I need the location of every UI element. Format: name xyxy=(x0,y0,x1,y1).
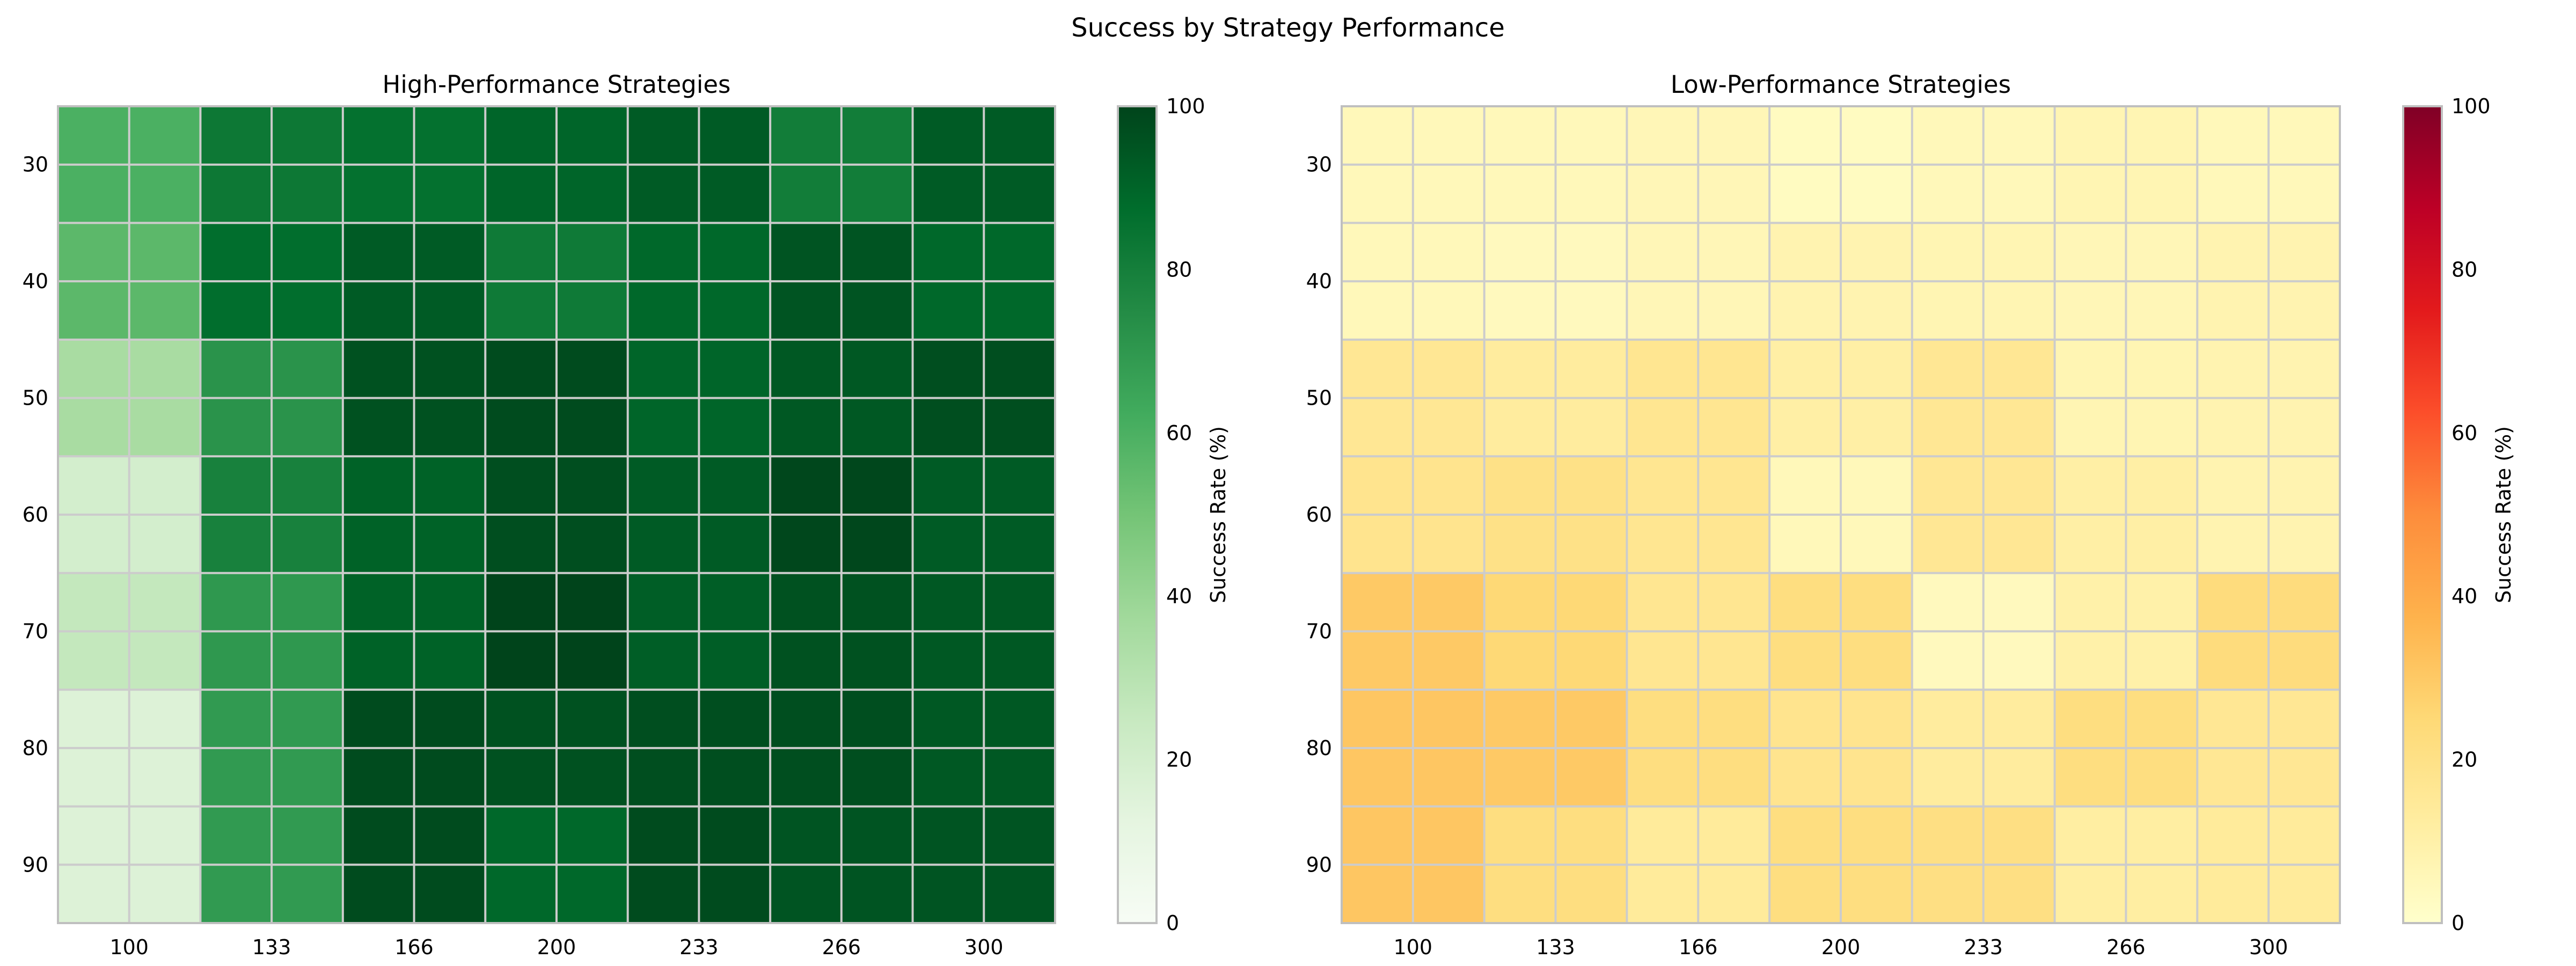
x-tick-label: 300 xyxy=(2249,935,2288,959)
x-tick-label: 233 xyxy=(679,935,719,959)
colorbar-tick-label: 100 xyxy=(2451,94,2491,118)
y-tick-label: 60 xyxy=(1306,503,1332,526)
colorbar-tick-label: 0 xyxy=(2451,911,2464,935)
y-tick-label: 50 xyxy=(1306,386,1332,410)
y-tick-label: 90 xyxy=(1306,853,1332,876)
colorbar xyxy=(1117,105,1158,924)
y-tick-label: 40 xyxy=(1306,269,1332,293)
y-tick-label: 60 xyxy=(23,503,48,526)
colorbar-tick-label: 20 xyxy=(2451,748,2477,772)
colorbar-tick-label: 20 xyxy=(1166,748,1192,772)
x-tick-label: 166 xyxy=(394,935,434,959)
colorbar-label: Success Rate (%) xyxy=(1206,426,1230,603)
y-tick-label: 50 xyxy=(23,386,48,410)
colorbar-tick-label: 60 xyxy=(1166,421,1192,445)
y-tick-label: 80 xyxy=(1306,736,1332,760)
figure-title: Success by Strategy Performance xyxy=(1071,13,1505,43)
colorbar xyxy=(2402,105,2443,924)
y-tick-label: 90 xyxy=(23,853,48,876)
colorbar-tick-label: 40 xyxy=(1166,584,1192,608)
colorbar-tick-label: 40 xyxy=(2451,584,2477,608)
x-tick-label: 200 xyxy=(1821,935,1861,959)
colorbar-tick-label: 0 xyxy=(1166,911,1179,935)
colorbar-tick-label: 100 xyxy=(1166,94,1205,118)
y-tick-label: 80 xyxy=(23,736,48,760)
x-tick-label: 233 xyxy=(1964,935,2003,959)
plot-frame xyxy=(1341,105,2341,924)
panel-title: Low-Performance Strategies xyxy=(1671,70,2011,99)
y-tick-label: 70 xyxy=(1306,619,1332,643)
colorbar-label: Success Rate (%) xyxy=(2492,426,2515,603)
grid-lines xyxy=(1342,106,2340,923)
x-tick-label: 266 xyxy=(2106,935,2146,959)
y-tick-label: 70 xyxy=(23,619,48,643)
x-tick-label: 133 xyxy=(1536,935,1575,959)
plot-frame xyxy=(57,105,1056,924)
colorbar-tick-label: 80 xyxy=(2451,258,2477,281)
y-tick-label: 30 xyxy=(23,153,48,177)
x-tick-label: 100 xyxy=(1394,935,1433,959)
x-tick-label: 200 xyxy=(537,935,576,959)
x-tick-label: 133 xyxy=(252,935,291,959)
y-tick-label: 30 xyxy=(1306,153,1332,177)
colorbar-tick-label: 80 xyxy=(1166,258,1192,281)
x-tick-label: 166 xyxy=(1679,935,1718,959)
x-tick-label: 300 xyxy=(964,935,1004,959)
grid-lines xyxy=(58,106,1055,923)
y-tick-label: 40 xyxy=(23,269,48,293)
panel-title: High-Performance Strategies xyxy=(383,70,731,99)
x-tick-label: 266 xyxy=(822,935,861,959)
colorbar-tick-label: 60 xyxy=(2451,421,2477,445)
x-tick-label: 100 xyxy=(109,935,149,959)
